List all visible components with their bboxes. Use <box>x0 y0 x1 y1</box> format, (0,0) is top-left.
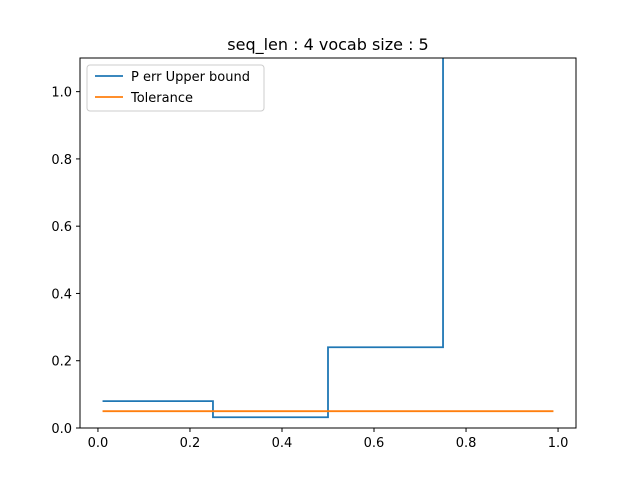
y-tick-label: 0.6 <box>51 220 72 235</box>
ticks-layer: 0.0 0.2 0.4 0.6 0.8 1.0 0.0 0.2 0.4 0.6 0.8 1.0 <box>51 86 568 451</box>
legend-label-p-err-upper-bound: P err Upper bound <box>131 70 250 85</box>
x-tick-label: 0.4 <box>272 436 293 451</box>
chart-title: seq_len : 4 vocab size : 5 <box>227 35 428 55</box>
x-tick-label: 0.6 <box>364 436 385 451</box>
series-layer <box>102 58 554 419</box>
legend: P err Upper bound Tolerance <box>86 64 265 112</box>
y-tick-label: 0.4 <box>51 287 72 302</box>
x-tick-label: 1.0 <box>548 436 569 451</box>
x-tick-label: 0.2 <box>180 436 201 451</box>
x-tick-label: 0.0 <box>88 436 109 451</box>
x-tick-label: 0.8 <box>456 436 477 451</box>
y-tick-label: 0.0 <box>51 422 72 437</box>
y-tick-label: 0.8 <box>51 153 72 168</box>
legend-box <box>86 64 265 112</box>
y-tick-label: 1.0 <box>51 86 72 101</box>
series-line-p-err-upper-bound <box>102 58 444 419</box>
y-tick-label: 0.2 <box>51 355 72 370</box>
plot-frame <box>79 57 577 429</box>
legend-label-tolerance: Tolerance <box>130 91 193 106</box>
